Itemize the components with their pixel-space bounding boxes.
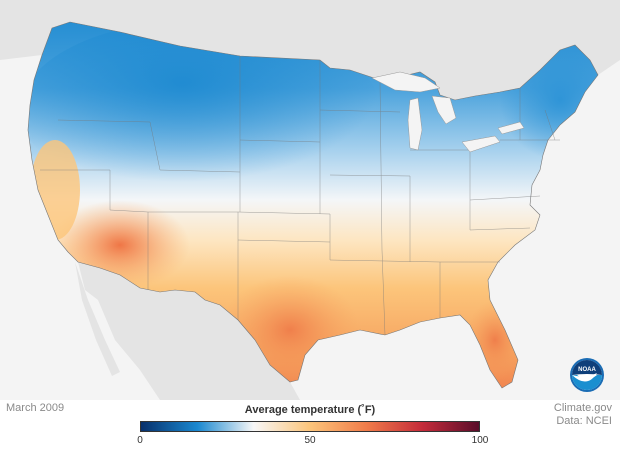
noaa-logo-icon: NOAA xyxy=(570,358,604,392)
legend-title: Average temperature (˚F) xyxy=(244,404,376,416)
footer: March 2009 Average temperature (˚F) 0 50… xyxy=(0,400,620,450)
state-borders xyxy=(40,56,560,336)
date-label: March 2009 xyxy=(6,402,65,414)
legend-tick-50: 50 xyxy=(304,435,316,446)
map-area: NOAA xyxy=(0,0,620,400)
great-lakes xyxy=(371,71,525,153)
credit-source: Climate.gov xyxy=(553,402,612,414)
legend-tick-100: 100 xyxy=(471,435,489,446)
temperature-map: NOAA xyxy=(0,0,620,400)
noaa-logo-text: NOAA xyxy=(578,367,596,373)
legend-color-bar xyxy=(140,421,480,432)
surrounding-land xyxy=(0,0,620,400)
credit-data: Data: NCEI xyxy=(556,415,612,427)
legend-tick-0: 0 xyxy=(137,435,143,446)
